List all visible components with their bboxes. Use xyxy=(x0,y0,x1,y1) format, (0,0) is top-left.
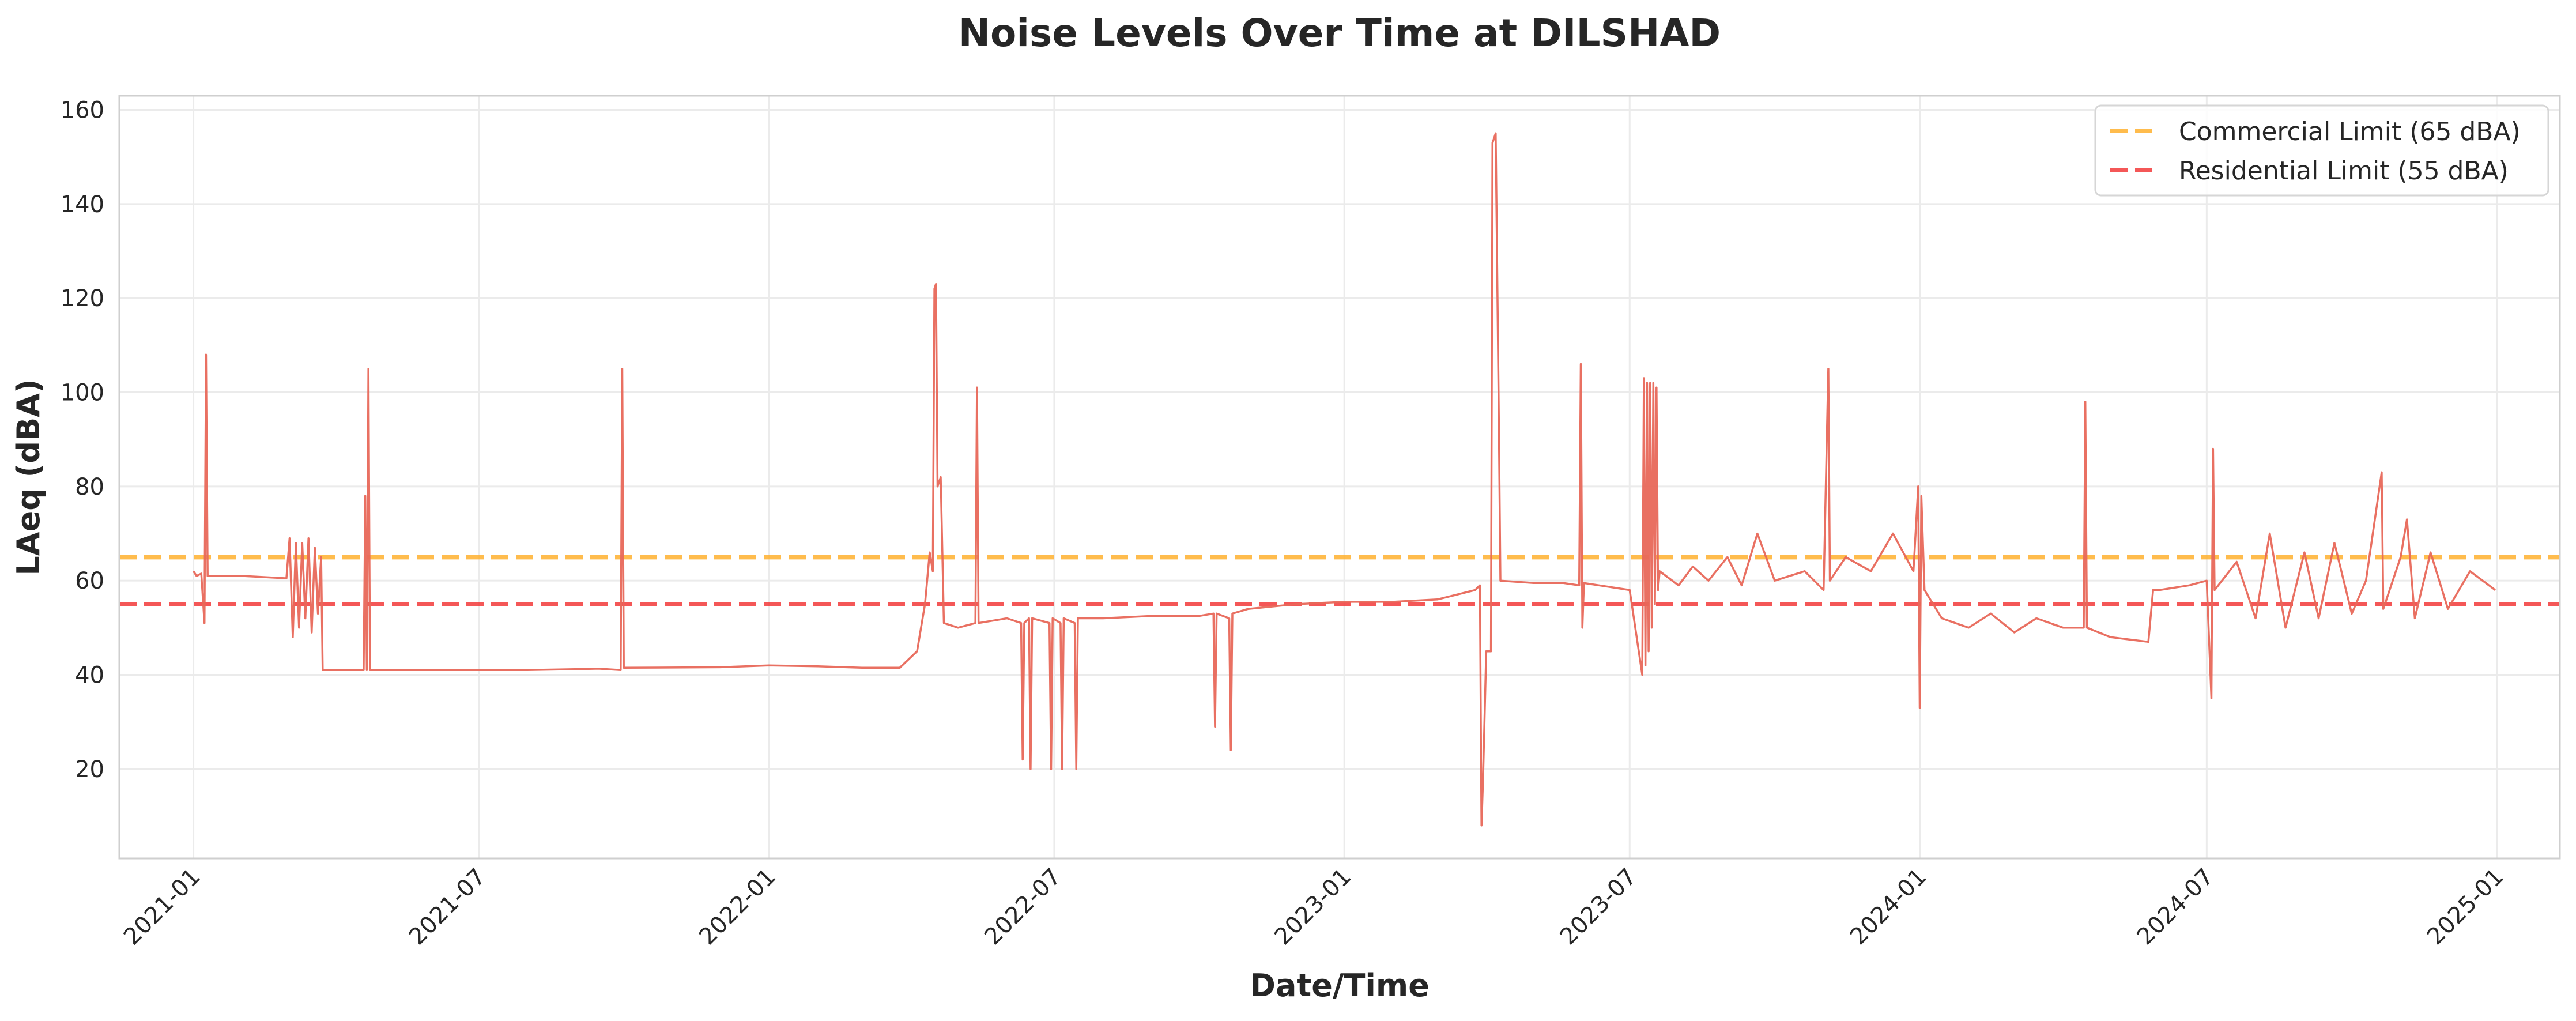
plot-frame xyxy=(118,95,2561,860)
series-line xyxy=(193,132,2496,827)
x-axis-title: Date/Time xyxy=(1250,967,1430,1004)
y-tick-label: 20 xyxy=(75,756,104,783)
x-tick-label: 2023-07 xyxy=(1555,864,1642,951)
legend-label: Residential Limit (55 dBA) xyxy=(2179,156,2509,186)
x-tick-label: 2022-07 xyxy=(979,864,1066,951)
y-tick-label: 40 xyxy=(75,662,104,689)
legend-box xyxy=(2094,104,2549,197)
chart-title: Noise Levels Over Time at DILSHAD xyxy=(959,11,1721,55)
y-axis-ticks: 20 40 60 80 100 120 140 160 xyxy=(61,97,104,783)
x-tick-label: 2021-01 xyxy=(119,864,206,951)
grid-layer xyxy=(119,96,2560,858)
y-tick-label: 140 xyxy=(61,191,104,218)
y-axis-title: LAeq (dBA) xyxy=(10,379,47,575)
series-layer xyxy=(193,132,2496,827)
y-tick-label: 60 xyxy=(75,568,104,594)
x-tick-label: 2025-01 xyxy=(2422,864,2509,951)
legend: Commercial Limit (65 dBA) Residential Lim… xyxy=(2094,104,2549,197)
legend-label: Commercial Limit (65 dBA) xyxy=(2179,117,2521,146)
x-axis-ticks: 2021-01 2021-07 2022-01 2022-07 2023-01 2023-… xyxy=(119,864,2509,951)
x-tick-label: 2021-07 xyxy=(404,864,491,951)
x-tick-label: 2022-01 xyxy=(694,864,781,951)
y-tick-label: 160 xyxy=(61,97,104,124)
y-tick-label: 100 xyxy=(61,380,104,406)
x-tick-label: 2024-01 xyxy=(1845,864,1932,951)
x-tick-label: 2024-07 xyxy=(2132,864,2219,951)
y-tick-label: 120 xyxy=(61,285,104,312)
reference-lines xyxy=(119,555,2560,606)
x-tick-label: 2023-01 xyxy=(1270,864,1357,951)
y-tick-label: 80 xyxy=(75,474,104,500)
